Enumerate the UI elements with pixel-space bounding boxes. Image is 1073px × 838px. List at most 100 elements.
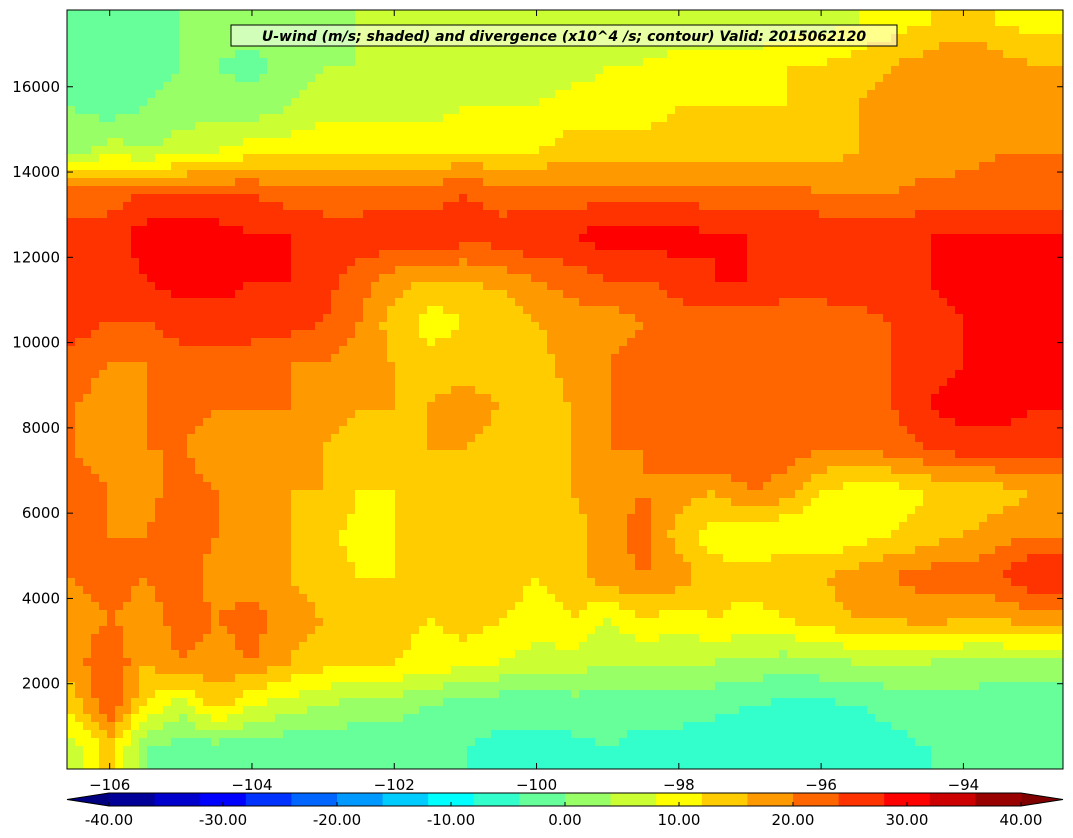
heatmap-cell bbox=[723, 82, 732, 91]
heatmap-cell bbox=[1003, 322, 1012, 331]
heatmap-cell bbox=[331, 10, 340, 19]
heatmap-cell bbox=[547, 234, 556, 243]
heatmap-cell bbox=[1043, 50, 1052, 59]
heatmap-cell bbox=[403, 138, 412, 147]
heatmap-cell bbox=[595, 154, 604, 163]
heatmap-cell bbox=[339, 10, 348, 19]
heatmap-cell bbox=[107, 194, 116, 203]
heatmap-cell bbox=[339, 18, 348, 27]
heatmap-cell bbox=[803, 98, 812, 107]
heatmap-cell bbox=[243, 298, 252, 307]
heatmap-cell bbox=[683, 178, 692, 187]
heatmap-cell bbox=[515, 258, 524, 267]
heatmap-cell bbox=[667, 58, 676, 67]
heatmap-cell bbox=[523, 122, 532, 131]
heatmap-cell bbox=[291, 282, 300, 291]
heatmap-cell bbox=[795, 298, 804, 307]
heatmap-cell bbox=[467, 138, 476, 147]
heatmap-cell bbox=[851, 98, 860, 107]
heatmap-cell bbox=[875, 82, 884, 91]
heatmap-cell bbox=[651, 298, 660, 307]
heatmap-cell bbox=[243, 82, 252, 91]
heatmap-cell bbox=[931, 274, 940, 283]
heatmap-cell bbox=[755, 138, 764, 147]
heatmap-cell bbox=[795, 242, 804, 251]
heatmap-cell bbox=[491, 314, 500, 323]
heatmap-cell bbox=[211, 138, 220, 147]
heatmap-cell bbox=[603, 242, 612, 251]
heatmap-cell bbox=[139, 298, 148, 307]
heatmap-cell bbox=[187, 274, 196, 283]
heatmap-cell bbox=[627, 314, 636, 323]
heatmap-cell bbox=[67, 178, 76, 187]
heatmap-cell bbox=[803, 234, 812, 243]
heatmap-cell bbox=[411, 138, 420, 147]
heatmap-cell bbox=[299, 226, 308, 235]
heatmap-cell bbox=[587, 282, 596, 291]
heatmap-cell bbox=[387, 90, 396, 99]
heatmap-cell bbox=[883, 66, 892, 75]
heatmap-cell bbox=[699, 98, 708, 107]
heatmap-cell bbox=[939, 114, 948, 123]
heatmap-cell bbox=[323, 82, 332, 91]
heatmap-cell bbox=[91, 66, 100, 75]
heatmap-cell bbox=[915, 50, 924, 59]
heatmap-cell bbox=[939, 250, 948, 259]
heatmap-cell bbox=[515, 234, 524, 243]
heatmap-cell bbox=[195, 66, 204, 75]
heatmap-cell bbox=[435, 98, 444, 107]
heatmap-cell bbox=[931, 218, 940, 227]
heatmap-cell bbox=[427, 106, 436, 115]
heatmap-cell bbox=[179, 314, 188, 323]
heatmap-cell bbox=[315, 146, 324, 155]
heatmap-cell bbox=[147, 290, 156, 299]
heatmap-cell bbox=[299, 10, 308, 19]
heatmap-cell bbox=[147, 66, 156, 75]
heatmap-cell bbox=[123, 154, 132, 163]
heatmap-cell bbox=[595, 106, 604, 115]
heatmap-cell bbox=[915, 106, 924, 115]
heatmap-cell bbox=[235, 90, 244, 99]
heatmap-cell bbox=[227, 234, 236, 243]
heatmap-cell bbox=[715, 154, 724, 163]
heatmap-cell bbox=[67, 186, 76, 195]
heatmap-cell bbox=[851, 154, 860, 163]
heatmap-cell bbox=[123, 90, 132, 99]
heatmap-cell bbox=[683, 114, 692, 123]
heatmap-cell bbox=[531, 266, 540, 275]
heatmap-cell bbox=[859, 298, 868, 307]
heatmap-cell bbox=[683, 306, 692, 315]
heatmap-cell bbox=[107, 34, 116, 43]
heatmap-cell bbox=[443, 10, 452, 19]
heatmap-cell bbox=[1059, 50, 1063, 59]
heatmap-cell bbox=[875, 298, 884, 307]
heatmap-cell bbox=[1019, 194, 1028, 203]
heatmap-cell bbox=[435, 234, 444, 243]
heatmap-cell bbox=[195, 90, 204, 99]
heatmap-cell bbox=[443, 162, 452, 171]
heatmap-cell bbox=[291, 194, 300, 203]
heatmap-cell bbox=[211, 298, 220, 307]
heatmap-cell bbox=[1019, 66, 1028, 75]
heatmap-cell bbox=[363, 306, 372, 315]
heatmap-cell bbox=[1051, 226, 1060, 235]
heatmap-cell bbox=[1003, 242, 1012, 251]
heatmap-cell bbox=[387, 282, 396, 291]
heatmap-cell bbox=[915, 242, 924, 251]
heatmap-cell bbox=[627, 106, 636, 115]
heatmap-cell bbox=[739, 162, 748, 171]
heatmap-cell bbox=[1035, 218, 1044, 227]
heatmap-cell bbox=[939, 170, 948, 179]
heatmap-cell bbox=[995, 314, 1004, 323]
heatmap-cell bbox=[155, 146, 164, 155]
heatmap-cell bbox=[595, 50, 604, 59]
heatmap-cell bbox=[483, 18, 492, 27]
heatmap-cell bbox=[843, 202, 852, 211]
heatmap-cell bbox=[899, 266, 908, 275]
heatmap-cell bbox=[987, 290, 996, 299]
heatmap-cell bbox=[507, 290, 516, 299]
heatmap-cell bbox=[179, 26, 188, 35]
heatmap-cell bbox=[291, 138, 300, 147]
heatmap-cell bbox=[363, 50, 372, 59]
heatmap-cell bbox=[827, 234, 836, 243]
